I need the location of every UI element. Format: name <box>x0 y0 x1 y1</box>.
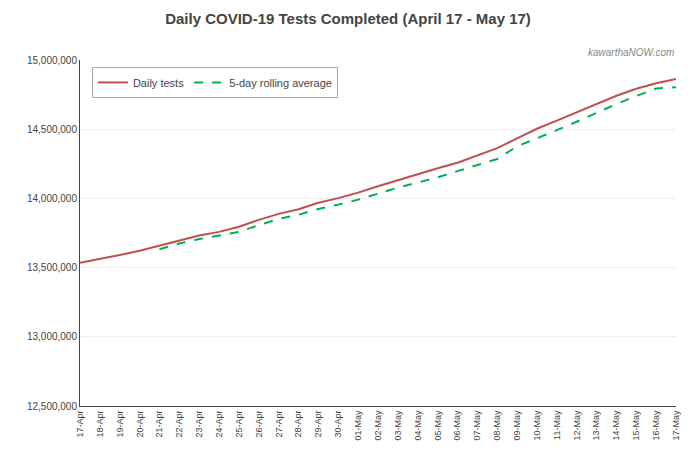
svg-text:Daily COVID-19 Tests Completed: Daily COVID-19 Tests Completed (April 17… <box>165 10 531 27</box>
svg-text:22-Apr: 22-Apr <box>174 411 184 438</box>
svg-text:09-May: 09-May <box>512 410 522 441</box>
svg-text:24-Apr: 24-Apr <box>214 411 224 438</box>
svg-text:04-May: 04-May <box>413 410 423 441</box>
svg-text:21-Apr: 21-Apr <box>154 411 164 438</box>
svg-text:11-May: 11-May <box>552 410 562 440</box>
svg-text:03-May: 03-May <box>393 410 403 441</box>
svg-text:17-Apr: 17-Apr <box>75 411 85 438</box>
svg-text:20-Apr: 20-Apr <box>135 411 145 438</box>
svg-text:26-Apr: 26-Apr <box>254 411 264 438</box>
svg-text:5-day rolling average: 5-day rolling average <box>229 77 332 89</box>
svg-text:10-May: 10-May <box>532 410 542 441</box>
svg-text:07-May: 07-May <box>472 410 482 441</box>
svg-text:25-Apr: 25-Apr <box>234 411 244 438</box>
svg-text:27-Apr: 27-Apr <box>274 411 284 438</box>
svg-text:12,500,000: 12,500,000 <box>27 401 77 412</box>
svg-text:23-Apr: 23-Apr <box>194 411 204 438</box>
svg-text:kawarthaNOW.com: kawarthaNOW.com <box>588 47 674 58</box>
svg-text:06-May: 06-May <box>452 410 462 441</box>
svg-text:15-May: 15-May <box>631 410 641 441</box>
svg-text:12-May: 12-May <box>572 410 582 441</box>
svg-text:08-May: 08-May <box>492 410 502 441</box>
svg-text:30-Apr: 30-Apr <box>333 411 343 438</box>
svg-text:13-May: 13-May <box>591 410 601 441</box>
svg-text:29-Apr: 29-Apr <box>313 411 323 438</box>
svg-text:13,000,000: 13,000,000 <box>27 331 77 342</box>
svg-text:01-May: 01-May <box>353 410 363 441</box>
svg-text:28-Apr: 28-Apr <box>293 411 303 438</box>
svg-text:18-Apr: 18-Apr <box>95 411 105 438</box>
svg-text:14,500,000: 14,500,000 <box>27 124 77 135</box>
svg-text:19-Apr: 19-Apr <box>115 411 125 438</box>
svg-text:17-May: 17-May <box>671 410 681 441</box>
svg-text:15,000,000: 15,000,000 <box>27 55 77 66</box>
svg-text:05-May: 05-May <box>433 410 443 441</box>
svg-text:02-May: 02-May <box>373 410 383 441</box>
svg-text:13,500,000: 13,500,000 <box>27 262 77 273</box>
svg-text:Daily tests: Daily tests <box>133 77 184 89</box>
svg-text:14-May: 14-May <box>611 410 621 441</box>
svg-text:16-May: 16-May <box>651 410 661 441</box>
svg-text:14,000,000: 14,000,000 <box>27 193 77 204</box>
